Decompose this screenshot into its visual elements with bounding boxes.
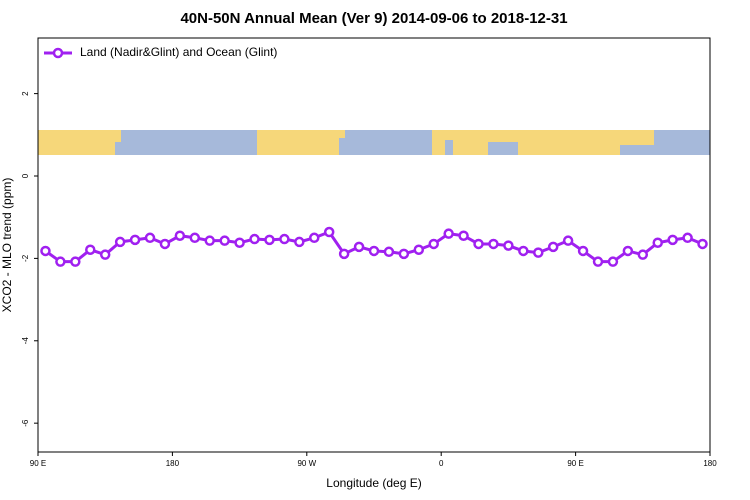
land: [38, 130, 115, 155]
data-point: [443, 228, 454, 239]
data-point: [323, 226, 335, 238]
data-point: [353, 241, 365, 253]
plot-frame: [37, 37, 711, 453]
chart-title: 40N-50N Annual Mean (Ver 9) 2014-09-06 t…: [180, 10, 567, 27]
data-point: [518, 245, 529, 257]
data-point: [114, 236, 126, 248]
data-point: [279, 233, 290, 245]
data-point: [667, 234, 678, 246]
data-point: [368, 245, 380, 257]
y-tick-label: 0: [21, 173, 30, 178]
x-tick-label: 180: [703, 459, 717, 468]
data-point: [622, 245, 634, 257]
data-point: [413, 244, 425, 255]
data-point: [398, 248, 410, 260]
data-point: [309, 232, 320, 244]
data-point: [99, 249, 111, 260]
data-point: [637, 249, 649, 260]
map-band: [38, 130, 710, 155]
y-tick-label: 2: [21, 91, 30, 96]
sea: [488, 142, 518, 155]
data-point: [85, 244, 96, 255]
x-tick-label: 180: [166, 459, 180, 468]
x-tick-label: 90 W: [297, 459, 316, 468]
data-point: [428, 238, 439, 250]
y-tick-label: -4: [21, 337, 30, 345]
data-point: [697, 238, 708, 250]
data-point: [159, 238, 171, 250]
y-tick-label: -2: [21, 254, 30, 262]
x-axis-label: Longitude (deg E): [326, 476, 421, 490]
land: [339, 130, 345, 138]
data-point: [129, 234, 141, 246]
y-tick-label: -6: [21, 419, 30, 427]
data-point: [547, 241, 559, 253]
data-point: [592, 256, 604, 267]
data-point: [338, 248, 350, 260]
x-tick-label: 0: [439, 459, 444, 468]
data-point: [577, 245, 589, 257]
land: [257, 130, 339, 155]
data-point: [503, 240, 514, 251]
data-point: [219, 235, 230, 246]
legend-marker: [52, 47, 64, 59]
data-point: [204, 235, 215, 246]
x-tick-label: 90 E: [30, 459, 46, 468]
data-point: [294, 236, 305, 248]
x-tick-label: 90 E: [567, 459, 583, 468]
data-point: [264, 234, 275, 246]
data-point: [682, 232, 693, 244]
data-point: [607, 256, 619, 267]
data-point: [652, 237, 663, 248]
sea: [445, 140, 453, 155]
data-point: [55, 256, 66, 267]
data-point: [488, 238, 499, 250]
data-point: [40, 245, 51, 257]
legend-label: Land (Nadir&Glint) and Ocean (Glint): [80, 45, 277, 59]
data-point: [234, 237, 245, 248]
data-point: [189, 232, 201, 244]
y-axis-label: XCO2 - MLO trend (ppm): [0, 178, 14, 313]
sea: [620, 145, 654, 155]
land: [115, 130, 121, 142]
data-point: [249, 233, 260, 245]
data-point: [458, 230, 469, 241]
data-point: [562, 235, 574, 246]
land: [432, 130, 654, 155]
data-point: [174, 230, 186, 241]
data-point: [70, 256, 81, 267]
data-point: [533, 247, 544, 258]
data-point: [473, 238, 484, 250]
data-point: [383, 246, 395, 258]
data-point: [144, 232, 156, 244]
